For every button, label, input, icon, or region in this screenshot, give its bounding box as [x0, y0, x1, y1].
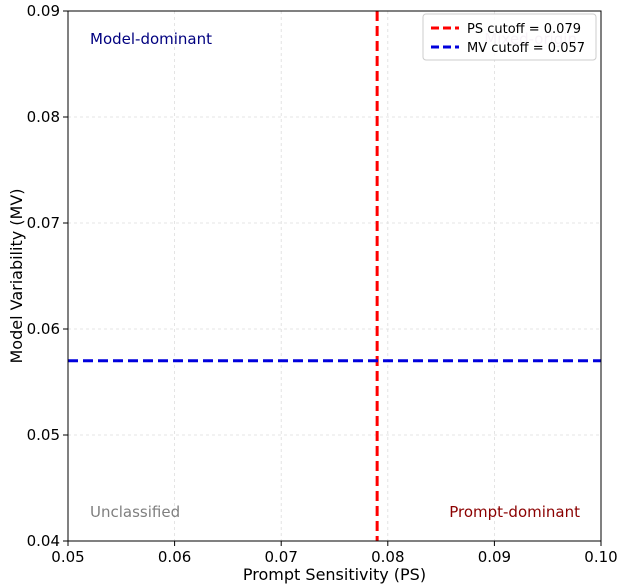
y-tick-label: 0.04 [27, 532, 60, 550]
y-tick-label: 0.07 [27, 214, 60, 232]
y-tick-label: 0.08 [27, 108, 60, 126]
x-tick-label: 0.08 [371, 548, 404, 566]
region-label-model-dominant: Model-dominant [90, 30, 212, 48]
x-tick-label: 0.05 [51, 548, 84, 566]
plot-frame [67, 10, 602, 542]
y-tick-label: 0.06 [27, 320, 60, 338]
x-tick-label: 0.09 [478, 548, 511, 566]
y-tick-label: 0.09 [27, 2, 60, 20]
legend-entry-label: MV cutoff = 0.057 [467, 41, 585, 56]
region-label-unclassified: Unclassified [90, 503, 180, 521]
legend-box [422, 13, 597, 61]
legend: PS cutoff = 0.079 MV cutoff = 0.057 [422, 13, 597, 61]
x-tick-label: 0.07 [264, 548, 297, 566]
y-tick-label: 0.05 [27, 426, 60, 444]
legend-entry-label: PS cutoff = 0.079 [467, 22, 581, 37]
x-axis-title: Prompt Sensitivity (PS) [243, 565, 426, 584]
region-label-prompt-dominant: Prompt-dominant [449, 503, 580, 521]
cutoff-layer [68, 11, 601, 541]
x-tick-label: 0.06 [158, 548, 191, 566]
tick-layer: 0.05 0.06 0.07 0.08 0.09 0.100.040.050.060.07… [27, 2, 618, 566]
grid-layer [67, 10, 602, 542]
y-axis-title: Model Variability (MV) [7, 188, 26, 363]
x-tick-label: 0.10 [584, 548, 617, 566]
region-layer: Model-dominantMixed-originUnclassifiedPr… [90, 30, 580, 521]
